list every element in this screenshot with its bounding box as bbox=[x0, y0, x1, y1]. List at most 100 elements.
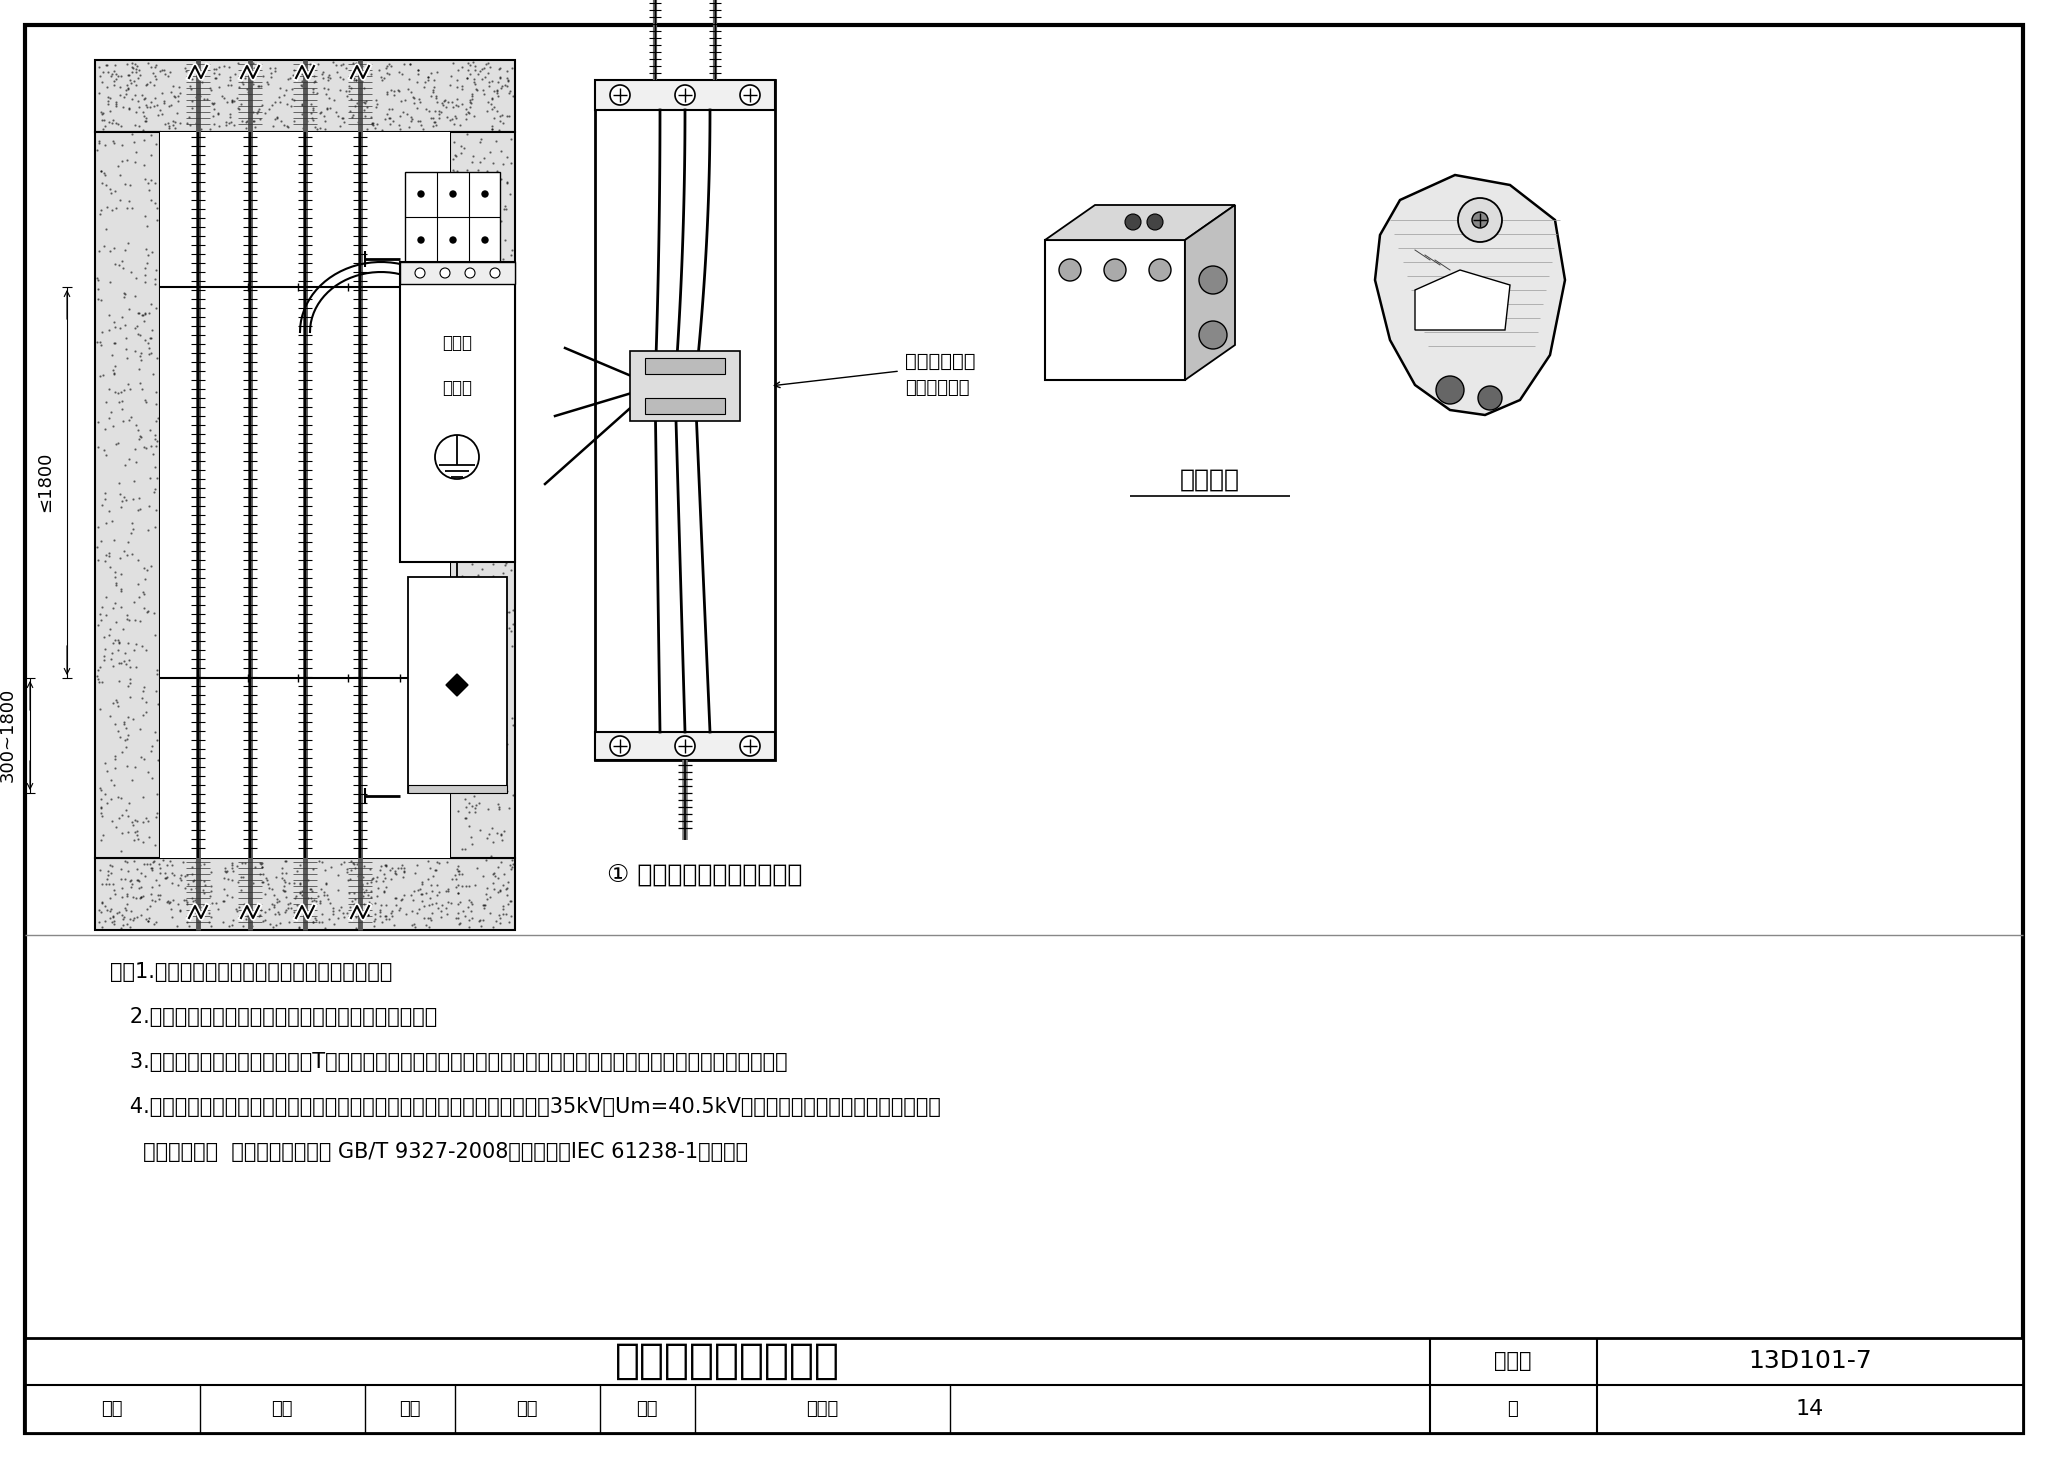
Point bbox=[256, 876, 289, 900]
Point bbox=[123, 497, 156, 521]
Point bbox=[434, 108, 467, 131]
Point bbox=[354, 857, 387, 881]
Point bbox=[475, 639, 508, 662]
Point bbox=[141, 467, 174, 490]
Point bbox=[446, 837, 479, 860]
Point bbox=[231, 905, 264, 929]
Point bbox=[168, 865, 201, 888]
Point bbox=[471, 713, 504, 736]
Point bbox=[469, 461, 502, 484]
Point bbox=[115, 811, 147, 834]
Point bbox=[90, 74, 123, 98]
Point bbox=[309, 83, 342, 106]
Point bbox=[496, 634, 528, 658]
Point bbox=[102, 694, 135, 717]
Point bbox=[84, 671, 117, 694]
Point bbox=[375, 904, 408, 927]
Point bbox=[182, 854, 215, 878]
Point bbox=[109, 710, 141, 733]
Point bbox=[309, 117, 342, 140]
Circle shape bbox=[1458, 198, 1501, 242]
Point bbox=[313, 67, 346, 90]
Point bbox=[489, 432, 522, 455]
Point bbox=[416, 106, 449, 130]
Point bbox=[156, 870, 188, 894]
Point bbox=[485, 168, 518, 191]
Point bbox=[375, 868, 408, 891]
Point bbox=[475, 442, 508, 465]
Point bbox=[297, 80, 330, 104]
Point bbox=[281, 898, 313, 921]
Point bbox=[469, 351, 502, 375]
Point bbox=[322, 105, 354, 128]
Point bbox=[162, 89, 195, 112]
Point bbox=[473, 472, 506, 496]
Point bbox=[229, 117, 262, 140]
Text: 3.铝合金电缆分支除采用传统的T接箱外，也可采用分支端子等分支连接金具，但应做好电缆阻燃性能和接地的恢复。: 3.铝合金电缆分支除采用传统的T接箱外，也可采用分支端子等分支连接金具，但应做好… bbox=[111, 1053, 788, 1072]
Point bbox=[193, 910, 225, 933]
Point bbox=[483, 58, 516, 82]
Point bbox=[485, 104, 518, 127]
Point bbox=[119, 150, 152, 174]
Point bbox=[442, 114, 475, 137]
Point bbox=[326, 895, 358, 919]
Point bbox=[346, 54, 379, 77]
Point bbox=[113, 608, 145, 631]
Point bbox=[262, 903, 295, 926]
Point bbox=[268, 869, 301, 892]
Point bbox=[268, 870, 301, 894]
Point bbox=[442, 873, 475, 897]
Point bbox=[379, 862, 412, 885]
Point bbox=[188, 87, 221, 111]
Point bbox=[258, 884, 291, 907]
Point bbox=[104, 389, 137, 413]
Point bbox=[127, 786, 160, 809]
Point bbox=[242, 55, 274, 79]
Point bbox=[203, 115, 236, 139]
Point bbox=[459, 77, 492, 101]
Point bbox=[98, 628, 131, 652]
Point bbox=[100, 572, 133, 595]
Point bbox=[86, 595, 119, 618]
Point bbox=[96, 872, 129, 895]
Point bbox=[477, 79, 510, 102]
Point bbox=[410, 881, 442, 904]
Point bbox=[90, 510, 123, 534]
Text: 械式连接金具  试验方法和要求》 GB/T 9327-2008（修改采用IEC 61238-1标准）。: 械式连接金具 试验方法和要求》 GB/T 9327-2008（修改采用IEC 6… bbox=[111, 1142, 748, 1162]
Point bbox=[416, 892, 449, 916]
Point bbox=[154, 115, 186, 139]
Point bbox=[457, 701, 489, 725]
Point bbox=[274, 891, 307, 914]
Point bbox=[395, 884, 428, 907]
Point bbox=[242, 904, 274, 927]
Point bbox=[104, 741, 137, 764]
Point bbox=[338, 52, 371, 76]
Point bbox=[465, 519, 498, 542]
Point bbox=[113, 792, 145, 815]
Point bbox=[111, 197, 143, 220]
Point bbox=[475, 539, 508, 563]
Point bbox=[135, 554, 168, 577]
Point bbox=[338, 895, 371, 919]
Point bbox=[227, 914, 260, 937]
Point bbox=[215, 73, 248, 96]
Point bbox=[477, 207, 510, 230]
Point bbox=[393, 52, 426, 76]
Point bbox=[121, 67, 154, 90]
Point bbox=[285, 69, 317, 92]
Bar bbox=[596, 80, 774, 760]
Point bbox=[463, 665, 496, 688]
Text: 300~1800: 300~1800 bbox=[0, 688, 16, 781]
Point bbox=[305, 910, 338, 933]
Point bbox=[475, 338, 508, 362]
Point bbox=[438, 208, 471, 232]
Point bbox=[102, 669, 135, 693]
Point bbox=[139, 889, 172, 913]
Point bbox=[367, 869, 399, 892]
Point bbox=[244, 898, 276, 921]
Point bbox=[264, 911, 297, 935]
Point bbox=[109, 238, 141, 261]
Point bbox=[444, 270, 477, 293]
Point bbox=[98, 362, 131, 385]
Point bbox=[336, 51, 369, 74]
